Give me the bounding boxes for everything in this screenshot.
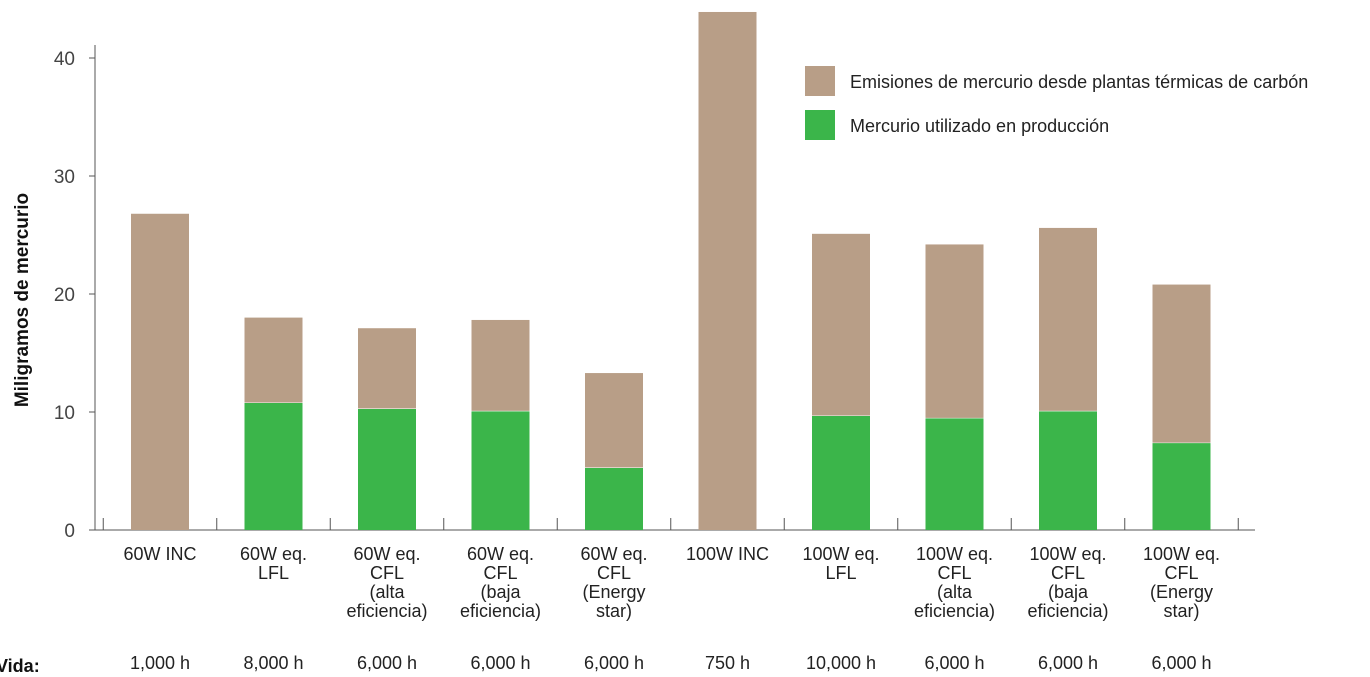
category-label: eficiencia) bbox=[914, 601, 995, 621]
category-label: eficiencia) bbox=[346, 601, 427, 621]
category-label: (alta bbox=[937, 582, 973, 602]
category-label: eficiencia) bbox=[460, 601, 541, 621]
category-label: (alta bbox=[369, 582, 405, 602]
category-label: 60W INC bbox=[123, 544, 196, 564]
category-label: 60W eq. bbox=[467, 544, 534, 564]
category-label: 100W eq. bbox=[1143, 544, 1220, 564]
y-tick-label: 30 bbox=[54, 167, 75, 188]
life-value: 6,000 h bbox=[357, 653, 417, 673]
category-label: CFL bbox=[1051, 563, 1085, 583]
coal-emissions-bar bbox=[585, 373, 643, 468]
legend-swatch-production bbox=[805, 110, 835, 140]
production-mercury-bar bbox=[812, 415, 870, 530]
y-tick-label: 0 bbox=[64, 521, 75, 542]
coal-emissions-bar bbox=[358, 328, 416, 409]
y-axis-label: Miligramos de mercurio bbox=[12, 193, 33, 407]
x-ticks bbox=[102, 518, 1239, 530]
category-label: LFL bbox=[258, 563, 289, 583]
category-label: 60W eq. bbox=[240, 544, 307, 564]
category-label: star) bbox=[1164, 601, 1200, 621]
life-value: 6,000 h bbox=[470, 653, 530, 673]
category-label: (baja bbox=[480, 582, 521, 602]
life-row: Vida: 1,000 h 8,000 h 6,000 h 6,000 h 6,000 … bbox=[0, 653, 1212, 676]
life-value: 6,000 h bbox=[1151, 653, 1211, 673]
coal-emissions-bar bbox=[925, 244, 984, 418]
legend-swatch-coal-emissions bbox=[805, 66, 835, 96]
life-value: 6,000 h bbox=[584, 653, 644, 673]
production-mercury-bar bbox=[1152, 442, 1211, 530]
category-label: 60W eq. bbox=[353, 544, 420, 564]
bars bbox=[131, 11, 1211, 531]
legend: Emisiones de mercurio desde plantas térm… bbox=[805, 66, 1308, 140]
production-mercury-bar bbox=[1039, 410, 1097, 530]
life-value: 6,000 h bbox=[1038, 653, 1098, 673]
category-label: star) bbox=[596, 601, 632, 621]
category-label: (Energy bbox=[1150, 582, 1213, 602]
life-row-label: Vida: bbox=[0, 656, 40, 676]
life-value: 10,000 h bbox=[806, 653, 876, 673]
y-ticks: 0 10 20 30 40 bbox=[54, 49, 95, 542]
legend-label: Emisiones de mercurio desde plantas térm… bbox=[850, 72, 1308, 92]
production-mercury-bar bbox=[585, 467, 643, 530]
category-label: CFL bbox=[937, 563, 971, 583]
production-mercury-bar bbox=[244, 402, 303, 530]
production-mercury-bar bbox=[471, 410, 530, 530]
category-label: 60W eq. bbox=[580, 544, 647, 564]
category-label: 100W eq. bbox=[1029, 544, 1106, 564]
legend-label: Mercurio utilizado en producción bbox=[850, 116, 1109, 136]
coal-emissions-bar bbox=[471, 319, 530, 411]
coal-emissions-bar bbox=[698, 11, 757, 531]
category-label: LFL bbox=[825, 563, 856, 583]
category-label: CFL bbox=[370, 563, 404, 583]
category-label: 100W eq. bbox=[916, 544, 993, 564]
life-value: 750 h bbox=[705, 653, 750, 673]
category-label: eficiencia) bbox=[1027, 601, 1108, 621]
life-value: 6,000 h bbox=[924, 653, 984, 673]
coal-emissions-bar bbox=[131, 213, 189, 530]
category-label: CFL bbox=[597, 563, 631, 583]
coal-emissions-bar bbox=[812, 233, 870, 416]
coal-emissions-bar bbox=[1039, 227, 1097, 411]
category-label: CFL bbox=[483, 563, 517, 583]
coal-emissions-bar bbox=[1152, 284, 1211, 443]
category-label: (Energy bbox=[582, 582, 645, 602]
life-value: 1,000 h bbox=[130, 653, 190, 673]
category-label: 100W INC bbox=[686, 544, 769, 564]
life-value: 8,000 h bbox=[243, 653, 303, 673]
category-label: CFL bbox=[1164, 563, 1198, 583]
production-mercury-bar bbox=[358, 408, 416, 530]
y-tick-label: 10 bbox=[54, 403, 75, 424]
category-label: 100W eq. bbox=[802, 544, 879, 564]
y-tick-label: 20 bbox=[54, 285, 75, 306]
category-label: (baja bbox=[1048, 582, 1089, 602]
coal-emissions-bar bbox=[244, 317, 303, 403]
y-tick-label: 40 bbox=[54, 49, 75, 70]
production-mercury-bar bbox=[925, 417, 984, 530]
